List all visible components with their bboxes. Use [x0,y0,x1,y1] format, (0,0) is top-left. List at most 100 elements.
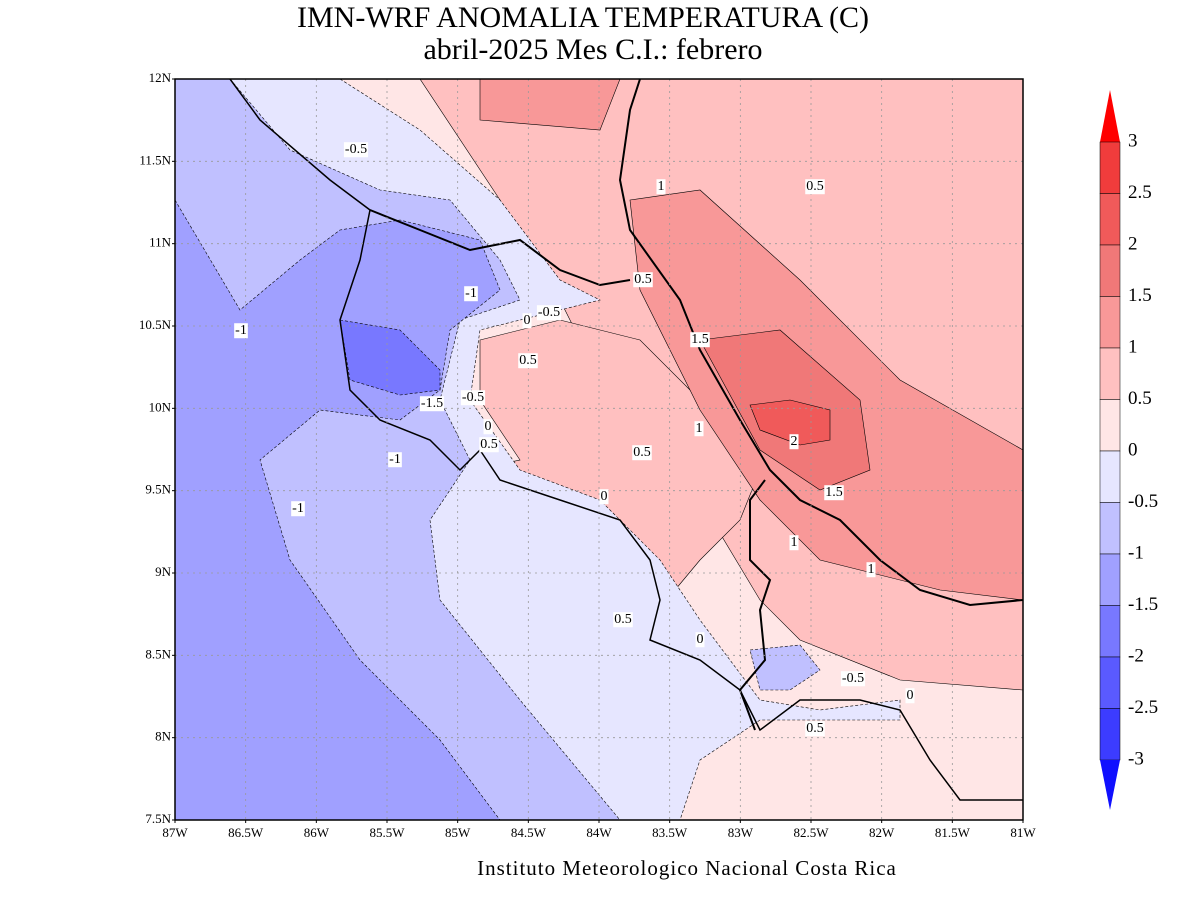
contour-label: 0 [485,419,492,434]
contour-label-bg [824,485,844,501]
contour-label-bg [789,535,799,551]
lon-label: 85.5W [369,825,405,840]
contour-label: 0 [907,688,914,703]
contour-label: -0.5 [345,142,367,157]
contour-label: 1.5 [691,332,709,347]
colorbar-label: -2.5 [1128,697,1158,718]
contour-label-bg [599,489,609,505]
contour-label-bg [694,421,704,437]
contour-label-bg [805,721,825,737]
contour-label: 0 [697,632,704,647]
contour-label-bg [483,419,493,435]
contour-label-bg [695,632,705,648]
coastline-pacific [229,79,1023,801]
contour-label-bg [632,445,652,461]
colorbar-box [1099,450,1121,503]
lon-label: 85W [445,825,471,840]
lon-label: 87W [162,825,188,840]
colorbar-bottom-arrow [1100,760,1120,810]
colorbar-box [1099,244,1121,297]
colorbar-label: 1 [1128,336,1138,357]
field-pos-1-north [479,79,621,131]
contour-label: 0.5 [480,437,498,452]
colorbar-box [1099,193,1121,246]
lon-label: 83W [728,825,754,840]
contour-label-bg [690,332,710,348]
lon-label: 82W [869,825,895,840]
lon-label: 86W [304,825,330,840]
colorbar-label: -1.5 [1128,594,1158,615]
contour-label-bg [789,434,799,450]
lon-label: 84.5W [511,825,547,840]
contour-label: 1 [868,562,875,577]
contour-labels: -0.51 0.50.5-10-0.5-11.50.5-1.5 -0.50 10.5 2… [234,142,915,737]
colorbar-box [1099,399,1121,452]
lat-label: 9.5N [145,482,171,497]
lat-label: 10.5N [139,317,172,332]
contour-label: 0.5 [806,179,824,194]
field-neg-1.5 [339,319,441,396]
contour-label: 0 [601,489,608,504]
contour-label: -0.5 [842,671,864,686]
lat-label: 11.5N [139,152,171,167]
lon-label: 84W [586,825,612,840]
field-pos-2 [749,399,831,446]
lat-label: 8N [155,729,172,744]
contour-label-bg [840,671,866,687]
colorbar-label: -2 [1128,645,1144,666]
contour-label: 0.5 [519,353,537,368]
contour-label: 1.5 [825,485,843,500]
colorbar-box [1099,656,1121,709]
contour-label-bg [536,305,562,321]
colorbar-label: -1 [1128,542,1144,563]
lat-label: 7.5N [145,811,171,826]
lon-label: 81.5W [935,825,971,840]
lon-label: 81W [1010,825,1036,840]
lat-label: 8.5N [145,646,171,661]
contour-label-bg [656,179,666,195]
border-panama [738,479,772,731]
colorbar-label: 0 [1128,439,1138,460]
contour-label-bg [905,688,915,704]
contour-label: 0.5 [614,612,632,627]
border-nicaragua [369,209,631,287]
contour-label: -0.5 [538,305,560,320]
colorbar-label: -3 [1128,748,1144,769]
contour-label-bg [633,272,653,288]
lat-label: 11N [149,235,172,250]
colorbar-box [1099,605,1121,658]
contour-label-bg [805,179,825,195]
contour-label-bg [460,390,486,406]
contour-label: -1 [389,452,401,467]
colorbar-label: 2.5 [1128,182,1152,203]
colorbar-label: 0.5 [1128,388,1152,409]
plot-frame [174,78,1024,821]
lon-label: 86.5W [228,825,264,840]
contour-label: 0.5 [806,721,824,736]
contour-label: 1 [658,179,665,194]
lat-label: 12N [149,70,172,85]
contour-label-bg [464,286,478,302]
colorbar-label: 3 [1128,130,1138,151]
contour-label-bg [866,562,876,578]
colorbar-box [1099,708,1121,761]
footer: Instituto Meteorologico Nacional Costa R… [477,856,897,880]
contour-label: -1.5 [421,396,443,411]
contour-label-bg [419,396,445,412]
contour-label-bg [234,323,248,339]
coastline-caribbean [618,79,1023,607]
lat-label: 9N [155,564,172,579]
contour-label-bg [291,501,305,517]
colorbar: 3 2.5 2 1.5 1 0.5 0 -0.5 -1 -1.5 -2 -2.5 -3 [1099,90,1158,810]
lon-label: 82.5W [793,825,829,840]
colorbar-label: -0.5 [1128,491,1158,512]
contour-label-bg [343,142,369,158]
contour-label: -0.5 [462,390,484,405]
lon-label: 83.5W [652,825,688,840]
contour-label: -1 [465,286,477,301]
colorbar-box [1099,296,1121,349]
title-line-1: IMN-WRF ANOMALIA TEMPERATURA (C) [297,1,869,34]
colorbar-label: 1.5 [1128,285,1152,306]
